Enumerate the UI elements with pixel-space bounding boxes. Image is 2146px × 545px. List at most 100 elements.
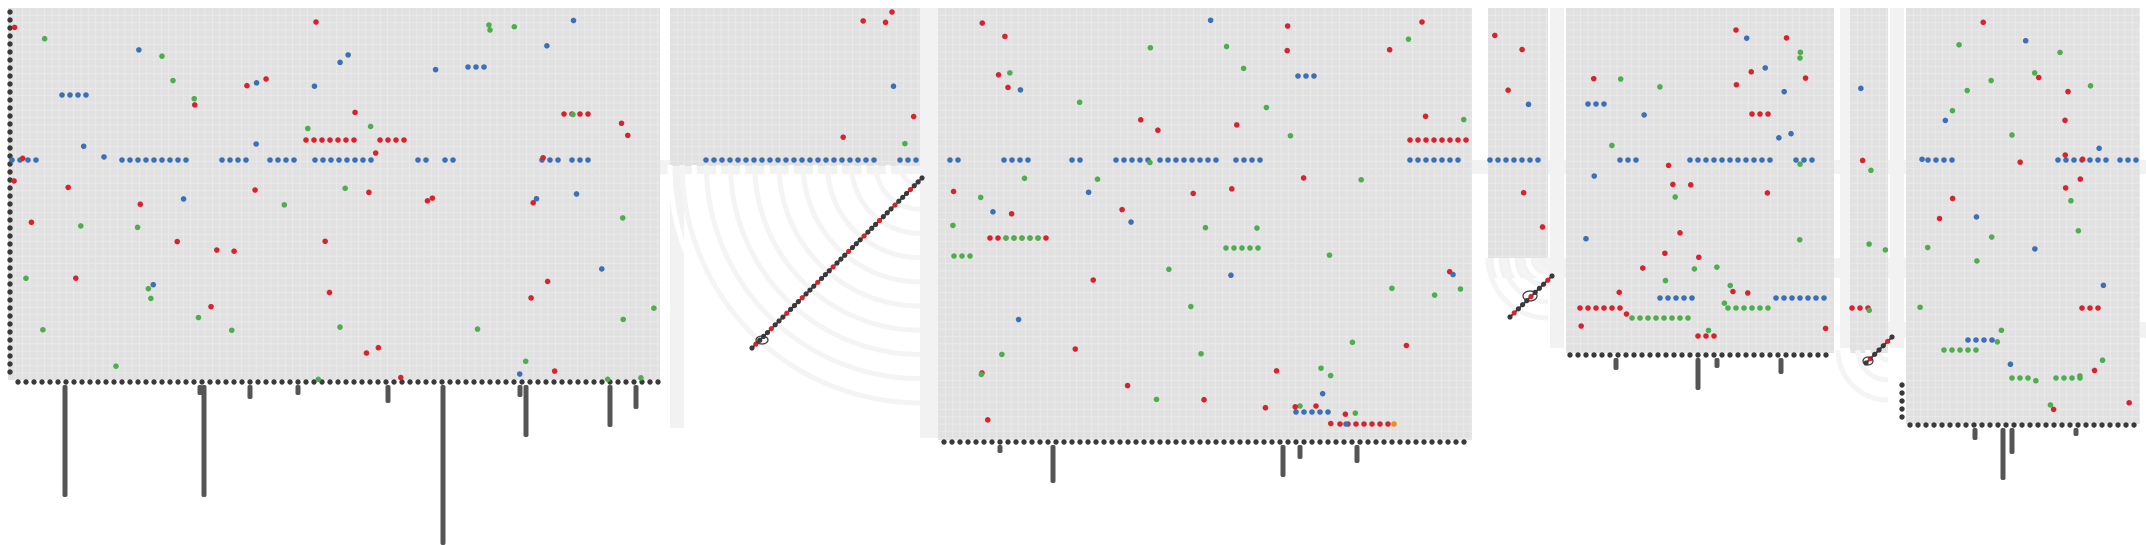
data-point	[840, 134, 846, 140]
boundary-node	[167, 379, 173, 385]
boundary-node	[439, 379, 445, 385]
data-point	[40, 326, 46, 333]
data-point	[1228, 186, 1235, 192]
data-point	[1166, 266, 1172, 273]
boundary-node	[7, 9, 13, 15]
data-point	[1677, 315, 1683, 321]
data-point	[947, 157, 953, 163]
data-point	[1662, 277, 1669, 284]
boundary-node	[279, 379, 285, 385]
boundary-node	[383, 379, 389, 385]
boundary-node	[1759, 352, 1765, 358]
data-point	[585, 111, 591, 117]
data-point	[995, 71, 1002, 78]
data-point	[304, 125, 311, 132]
boundary-node	[7, 121, 13, 127]
boundary-node	[1413, 439, 1419, 445]
boundary-node	[231, 379, 237, 385]
data-point	[1431, 137, 1437, 143]
boundary-node	[2131, 422, 2137, 428]
data-point	[1849, 305, 1855, 311]
boundary-node	[7, 265, 13, 271]
node-stack	[1714, 358, 1720, 368]
data-point	[890, 83, 897, 90]
boundary-node	[7, 25, 13, 31]
boundary-node	[2051, 422, 2057, 428]
diagonal-node	[849, 244, 856, 251]
boundary-node	[567, 379, 573, 385]
data-point	[1685, 315, 1691, 321]
connector-arcs	[667, 164, 1889, 418]
data-point	[28, 219, 35, 226]
data-point	[1797, 295, 1803, 301]
data-point	[1657, 84, 1663, 90]
data-point	[823, 157, 829, 163]
data-point	[1439, 137, 1445, 143]
data-point	[743, 157, 749, 163]
data-point	[1577, 305, 1583, 311]
node-stack	[2000, 428, 2006, 480]
data-point	[1287, 132, 1294, 139]
data-point	[253, 141, 259, 147]
data-point	[2047, 402, 2054, 408]
boundary-node	[95, 379, 101, 385]
node-stack	[1354, 445, 1360, 463]
grid-panel	[1850, 8, 1888, 353]
boundary-node	[1607, 352, 1613, 358]
boundary-node	[1939, 422, 1945, 428]
data-point	[727, 157, 733, 163]
boundary-node	[1767, 352, 1773, 358]
data-point	[1941, 347, 1947, 353]
node-stack	[1280, 445, 1286, 477]
data-point	[1121, 157, 1127, 163]
boundary-node	[1799, 352, 1805, 358]
data-point	[1124, 382, 1131, 389]
data-point	[275, 157, 281, 163]
data-point	[311, 137, 317, 143]
data-point	[619, 215, 626, 221]
data-point	[1284, 47, 1290, 54]
data-point	[342, 185, 348, 192]
boundary-node	[2003, 422, 2009, 428]
data-point	[2100, 282, 2107, 289]
data-point	[1492, 32, 1498, 39]
data-point	[1284, 23, 1291, 29]
data-point	[889, 9, 895, 15]
diagonal-node	[788, 306, 794, 312]
boundary-node	[151, 379, 157, 385]
data-point	[1781, 295, 1787, 301]
data-point	[1677, 229, 1683, 236]
data-point	[1741, 305, 1747, 311]
data-point	[910, 113, 917, 120]
boundary-node	[1931, 422, 1937, 428]
connector-arc	[812, 164, 921, 273]
boundary-node	[7, 257, 13, 263]
data-point	[1077, 157, 1083, 163]
data-point	[1455, 137, 1461, 143]
data-point	[570, 17, 577, 24]
boundary-node	[1631, 352, 1637, 358]
data-point	[401, 137, 407, 143]
data-point	[1369, 421, 1375, 427]
boundary-node	[1421, 439, 1427, 445]
data-point	[638, 375, 644, 381]
data-point	[1949, 157, 1955, 163]
boundary-node	[989, 439, 995, 445]
boundary-node	[87, 379, 93, 385]
diagonal-node	[838, 256, 844, 262]
data-point	[1965, 337, 1971, 343]
diagonal-node	[869, 225, 875, 231]
data-point	[312, 157, 318, 163]
data-point	[1590, 75, 1597, 82]
data-point	[1941, 157, 1947, 163]
data-point	[1661, 315, 1667, 321]
boundary-node	[1743, 352, 1749, 358]
data-point	[1027, 235, 1033, 241]
data-point	[570, 111, 576, 118]
data-point	[1980, 19, 1987, 26]
data-point	[799, 157, 805, 163]
data-point	[1189, 157, 1195, 163]
data-point	[1188, 303, 1194, 310]
data-point	[1207, 17, 1214, 24]
data-point	[1765, 305, 1771, 311]
